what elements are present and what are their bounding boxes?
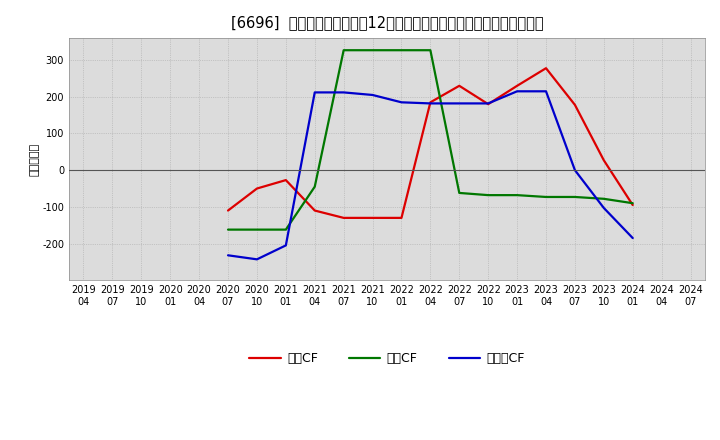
- 投資CF: [224, 227, 233, 232]
- 営業CF: [513, 83, 521, 88]
- Line: 営業CF: 営業CF: [228, 68, 633, 218]
- 営業CF: [368, 215, 377, 220]
- フリーCF: [339, 90, 348, 95]
- 投資CF: [541, 194, 550, 200]
- フリーCF: [397, 100, 406, 105]
- 営業CF: [541, 66, 550, 71]
- Line: 投資CF: 投資CF: [228, 50, 633, 230]
- フリーCF: [600, 205, 608, 211]
- Legend: 営業CF, 投資CF, フリーCF: 営業CF, 投資CF, フリーCF: [245, 347, 530, 370]
- 営業CF: [484, 102, 492, 107]
- 営業CF: [455, 83, 464, 88]
- フリーCF: [629, 235, 637, 241]
- 投資CF: [310, 184, 319, 189]
- フリーCF: [368, 92, 377, 98]
- Title: [6696]  キャッシュフローの12か月移動合計の対前年同期増減額の推移: [6696] キャッシュフローの12か月移動合計の対前年同期増減額の推移: [230, 15, 544, 30]
- 投資CF: [253, 227, 261, 232]
- 営業CF: [224, 208, 233, 213]
- フリーCF: [484, 101, 492, 106]
- 営業CF: [397, 215, 406, 220]
- フリーCF: [253, 257, 261, 262]
- 営業CF: [570, 102, 579, 107]
- 投資CF: [629, 201, 637, 206]
- 投資CF: [513, 192, 521, 198]
- 投資CF: [339, 48, 348, 53]
- フリーCF: [224, 253, 233, 258]
- Line: フリーCF: フリーCF: [228, 92, 633, 259]
- 営業CF: [253, 186, 261, 191]
- 投資CF: [282, 227, 290, 232]
- 投資CF: [455, 190, 464, 195]
- 営業CF: [629, 202, 637, 208]
- 営業CF: [600, 158, 608, 163]
- フリーCF: [570, 168, 579, 173]
- 営業CF: [310, 208, 319, 213]
- フリーCF: [426, 101, 435, 106]
- 営業CF: [282, 177, 290, 183]
- フリーCF: [513, 89, 521, 94]
- 投資CF: [570, 194, 579, 200]
- フリーCF: [310, 90, 319, 95]
- Y-axis label: （百万円）: （百万円）: [30, 143, 40, 176]
- 営業CF: [426, 100, 435, 105]
- 投資CF: [397, 48, 406, 53]
- 投資CF: [368, 48, 377, 53]
- 投資CF: [600, 196, 608, 202]
- フリーCF: [541, 89, 550, 94]
- 投資CF: [426, 48, 435, 53]
- フリーCF: [282, 243, 290, 248]
- 投資CF: [484, 192, 492, 198]
- 営業CF: [339, 215, 348, 220]
- フリーCF: [455, 101, 464, 106]
